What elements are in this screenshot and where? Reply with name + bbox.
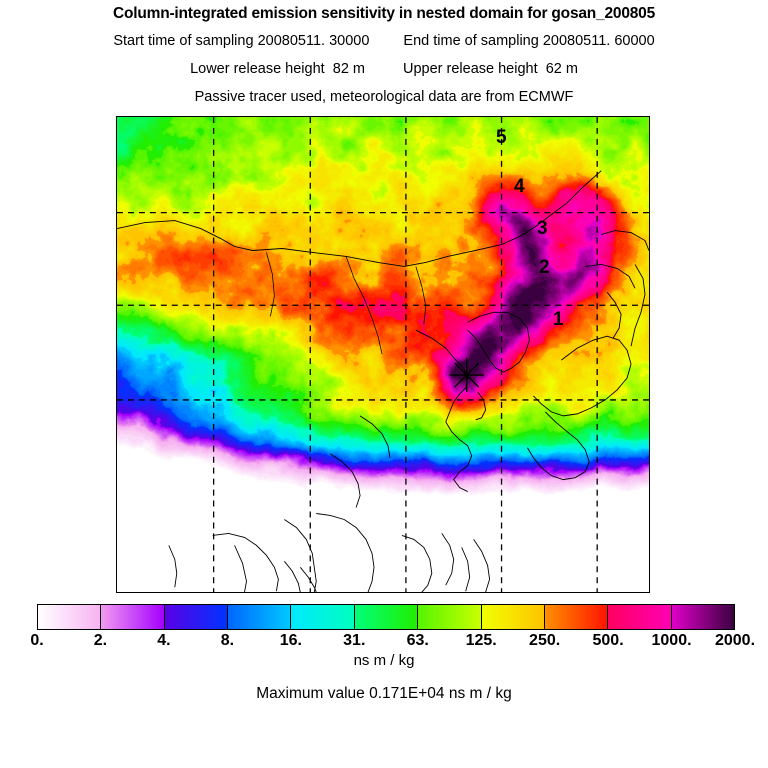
release-height-row: Lower release height 82 m Upper release … [0, 61, 768, 77]
coastline-hainan-arc [401, 534, 433, 592]
colorbar-tick-5: 31. [343, 632, 366, 649]
upper-release-label: Upper release height [403, 61, 538, 77]
colorbar-segment-1 [101, 605, 165, 629]
tracer-note: Passive tracer used, meteorological data… [194, 89, 574, 105]
colorbar-tick-8: 250. [529, 632, 561, 649]
colorbar-tick-9: 500. [592, 632, 624, 649]
coastline-china-east [415, 329, 473, 492]
coastline-inlet [606, 292, 622, 339]
coastline-indochina-west [284, 519, 317, 592]
colorbar-units-label: ns m / kg [353, 652, 415, 669]
lower-release-value: 82 m [332, 61, 365, 77]
trajectory-marker-5: 5 [496, 127, 507, 148]
coastline-andaman [168, 545, 178, 588]
colorbar-segment-7 [481, 605, 545, 629]
colorbar-tick-4: 16. [279, 632, 302, 649]
coastline-malay [299, 567, 317, 592]
colorbar-tick-3: 8. [220, 632, 235, 649]
coastline-japan-honshu [533, 335, 632, 417]
trajectory-marker-3: 3 [537, 218, 548, 239]
coastline-thai-gulf [284, 561, 301, 592]
border-inland-2 [415, 266, 427, 325]
colorbar-tick-6: 63. [406, 632, 429, 649]
colorbar-segment-10 [671, 605, 734, 629]
coastline-se-china [359, 415, 391, 458]
upper-release-value: 62 m [545, 61, 578, 77]
coastline-korea [467, 311, 530, 373]
trajectory-marker-2: 2 [539, 257, 550, 278]
colorbar-segment-9 [608, 605, 672, 629]
colorbar-tick-11: 2000. [714, 632, 756, 649]
trajectory-marker-1: 1 [553, 309, 564, 330]
colorbar-tick-2: 4. [157, 632, 171, 649]
colorbar-segment-3 [228, 605, 292, 629]
start-time-value: 20080511. 30000 [257, 33, 370, 49]
colorbar-tick-0: 0. [30, 632, 44, 649]
coastline-taiwan [475, 391, 487, 421]
border-inland-3 [266, 252, 275, 317]
colorbar-segment-2 [164, 605, 229, 629]
border-inland-1 [345, 256, 383, 355]
colorbar-tick-1: 2. [93, 632, 108, 649]
coastline-philippines-east [473, 539, 491, 592]
coastline-far-northeast [601, 230, 649, 251]
colorbar-segment-6 [418, 605, 482, 629]
release-site-marker [449, 358, 484, 392]
lower-release-label: Lower release height [190, 61, 325, 77]
coastline-bay-of-bengal [212, 532, 279, 592]
coastline-japan-shikoku-kyushu [527, 411, 590, 481]
coastline-myanmar-west [234, 545, 247, 592]
coastline-indochina-east [316, 513, 375, 592]
colorbar-segment-5 [354, 605, 419, 629]
sampling-time-row: Start time of sampling 20080511. 30000 E… [0, 33, 768, 49]
graticule-grid [117, 117, 649, 592]
colorbar-segment-4 [291, 605, 355, 629]
page-title: Column-integrated emission sensitivity i… [112, 5, 656, 22]
emission-sensitivity-field [117, 117, 649, 592]
colorbar-tick-7: 125. [465, 632, 497, 649]
colorbar-tick-labels: 0. 2. 4. 8. 16. 31. 63. 125. 250. 500. 1000. 2000. [0, 632, 768, 652]
colorbar-segment-0 [38, 605, 102, 629]
coastline-overlay [117, 170, 649, 592]
coastline-luzon-strait [441, 533, 455, 586]
trajectory-marker-4: 4 [514, 176, 525, 197]
coastline-philippines-west [461, 547, 471, 592]
colorbar[interactable] [37, 604, 735, 630]
coastline-east-ridge [630, 264, 646, 347]
coastline-island-north [585, 263, 636, 289]
coastline-south-china [329, 453, 361, 508]
maximum-value-label: Maximum value 0.171E+04 ns m / kg [256, 685, 512, 702]
colorbar-segment-8 [544, 605, 609, 629]
colorbar-tick-10: 1000. [651, 632, 692, 649]
start-time-label: Start time of sampling [113, 33, 254, 49]
end-time-value: 20080511. 60000 [542, 33, 655, 49]
coastline-north-border [117, 170, 602, 267]
end-time-label: End time of sampling [403, 33, 539, 49]
